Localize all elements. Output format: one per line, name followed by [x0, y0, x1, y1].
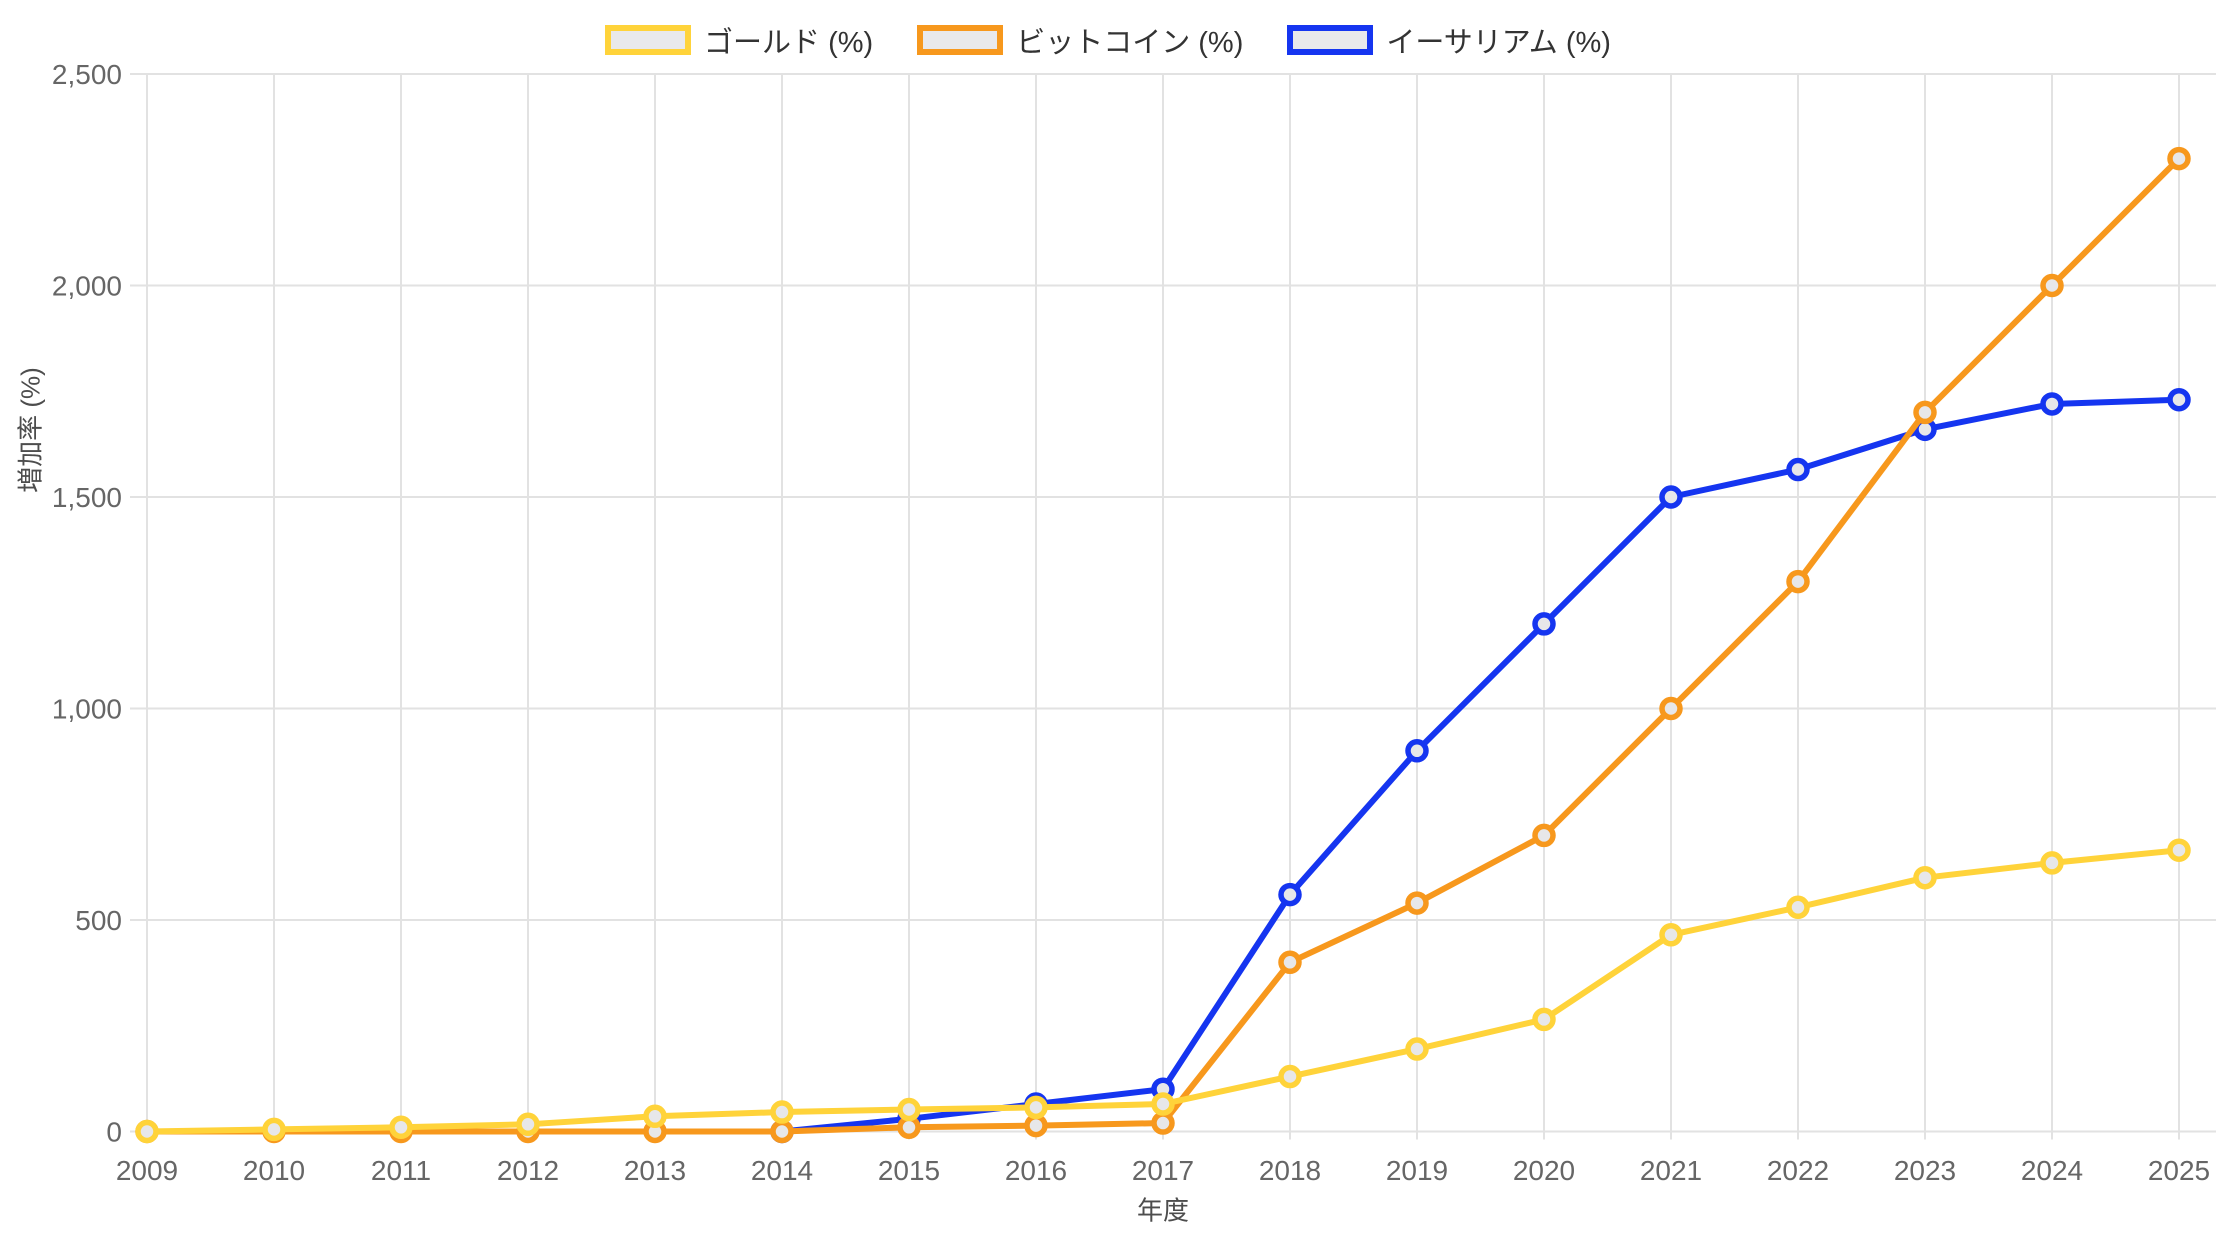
data-point-gold-2011[interactable]	[389, 1115, 413, 1140]
x-tick-label: 2013	[624, 1155, 686, 1186]
y-tick-label: 0	[106, 1117, 122, 1148]
x-tick-label: 2016	[1005, 1155, 1067, 1186]
x-tick-label: 2019	[1386, 1155, 1448, 1186]
x-tick-label: 2020	[1513, 1155, 1575, 1186]
data-point-gold-2021[interactable]	[1659, 923, 1683, 947]
legend-item-ethereum[interactable]: イーサリアム (%)	[1287, 19, 1611, 61]
y-axis-title: 増加率 (%)	[15, 367, 46, 493]
x-tick-label: 2021	[1640, 1155, 1702, 1186]
y-tick-label: 1,500	[52, 482, 122, 513]
series-ethereum	[770, 387, 2191, 1144]
data-point-gold-2022[interactable]	[1786, 895, 1810, 920]
legend-item-gold[interactable]: ゴールド (%)	[605, 19, 873, 61]
data-point-bitcoin-2021[interactable]	[1659, 696, 1683, 721]
data-point-ethereum-2018[interactable]	[1278, 882, 1302, 907]
data-point-gold-2015[interactable]	[897, 1097, 921, 1122]
series-line-ethereum	[779, 396, 2182, 1135]
legend-swatch-ethereum	[1287, 25, 1374, 55]
data-point-gold-2020[interactable]	[1532, 1007, 1556, 1032]
x-axis-title: 年度	[1136, 1195, 1190, 1226]
data-point-ethereum-2021[interactable]	[1659, 485, 1683, 509]
x-tick-label: 2015	[878, 1155, 940, 1186]
x-tick-label: 2012	[497, 1155, 559, 1186]
x-tick-label: 2010	[243, 1155, 305, 1186]
data-point-bitcoin-2014[interactable]	[770, 1119, 794, 1144]
y-tick-label: 2,500	[52, 59, 122, 90]
grid: 0 500 1,000 1,500 2,000 2,500 2009 2010 2011 2012…	[52, 59, 2216, 1186]
y-tick-label: 1,000	[52, 694, 122, 725]
legend-label-gold: ゴールド (%)	[704, 27, 874, 59]
data-point-gold-2016[interactable]	[1024, 1095, 1048, 1120]
legend-label-ethereum: イーサリアム (%)	[1386, 27, 1611, 59]
y-tick-label: 500	[75, 905, 122, 936]
data-point-gold-2023[interactable]	[1913, 865, 1937, 890]
legend-swatch-gold	[605, 25, 692, 55]
data-point-ethereum-2022[interactable]	[1786, 457, 1810, 482]
chart-legend: ゴールド (%) ビットコイン (%) イーサリアム (%)	[0, 19, 2216, 61]
x-tick-label: 2023	[1894, 1155, 1956, 1186]
y-tick-label: 2,000	[52, 271, 122, 302]
data-point-gold-2012[interactable]	[516, 1112, 540, 1137]
x-tick-label: 2018	[1259, 1155, 1321, 1186]
data-point-gold-2013[interactable]	[643, 1104, 667, 1129]
x-tick-label: 2009	[116, 1155, 178, 1186]
data-point-bitcoin-2017[interactable]	[1151, 1111, 1175, 1135]
data-point-bitcoin-2016[interactable]	[1024, 1113, 1048, 1138]
data-point-bitcoin-2019[interactable]	[1405, 891, 1429, 915]
data-point-ethereum-2019[interactable]	[1405, 739, 1429, 763]
legend-swatch-bitcoin	[917, 25, 1004, 55]
data-point-bitcoin-2018[interactable]	[1278, 950, 1302, 975]
data-point-gold-2009[interactable]	[135, 1119, 159, 1144]
x-tick-label: 2024	[2021, 1155, 2083, 1186]
x-tick-label: 2022	[1767, 1155, 1829, 1186]
data-point-gold-2024[interactable]	[2040, 851, 2064, 875]
data-point-bitcoin-2024[interactable]	[2040, 273, 2064, 298]
data-point-gold-2025[interactable]	[2167, 838, 2191, 862]
data-point-gold-2017[interactable]	[1151, 1092, 1175, 1116]
x-tick-label: 2025	[2148, 1155, 2210, 1186]
data-point-ethereum-2024[interactable]	[2040, 392, 2064, 416]
x-tick-label: 2011	[371, 1155, 431, 1186]
x-tick-label: 2017	[1132, 1155, 1194, 1186]
data-point-gold-2014[interactable]	[770, 1100, 794, 1124]
data-point-bitcoin-2023[interactable]	[1913, 400, 1937, 425]
data-point-bitcoin-2022[interactable]	[1786, 569, 1810, 594]
data-point-ethereum-2020[interactable]	[1532, 612, 1556, 636]
series-gold	[135, 838, 2191, 1144]
data-point-gold-2018[interactable]	[1278, 1064, 1302, 1089]
data-point-gold-2010[interactable]	[262, 1117, 286, 1142]
data-point-gold-2019[interactable]	[1405, 1037, 1429, 1061]
data-point-ethereum-2025[interactable]	[2167, 387, 2191, 412]
data-point-bitcoin-2020[interactable]	[1532, 823, 1556, 848]
legend-label-bitcoin: ビットコイン (%)	[1016, 27, 1244, 59]
legend-item-bitcoin[interactable]: ビットコイン (%)	[917, 19, 1243, 61]
x-tick-label: 2014	[751, 1155, 813, 1186]
data-point-bitcoin-2025[interactable]	[2167, 146, 2191, 171]
